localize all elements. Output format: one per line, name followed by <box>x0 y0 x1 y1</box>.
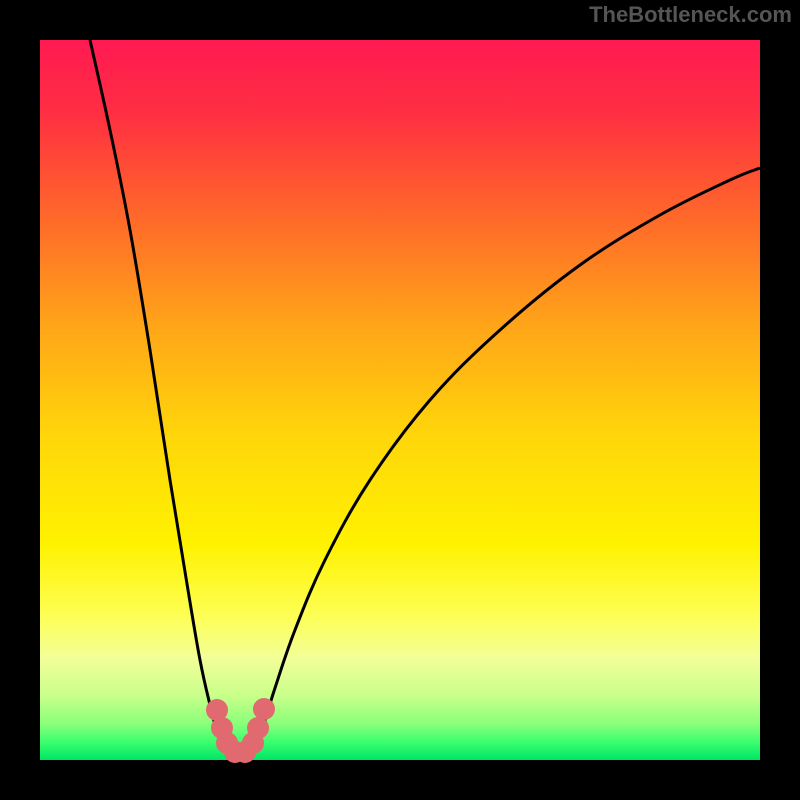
highlight-dot <box>247 717 269 739</box>
chart-container: TheBottleneck.com <box>0 0 800 800</box>
bottleneck-chart <box>0 0 800 800</box>
plot-background <box>40 40 760 760</box>
watermark-text: TheBottleneck.com <box>589 2 792 28</box>
highlight-dot <box>253 698 275 720</box>
